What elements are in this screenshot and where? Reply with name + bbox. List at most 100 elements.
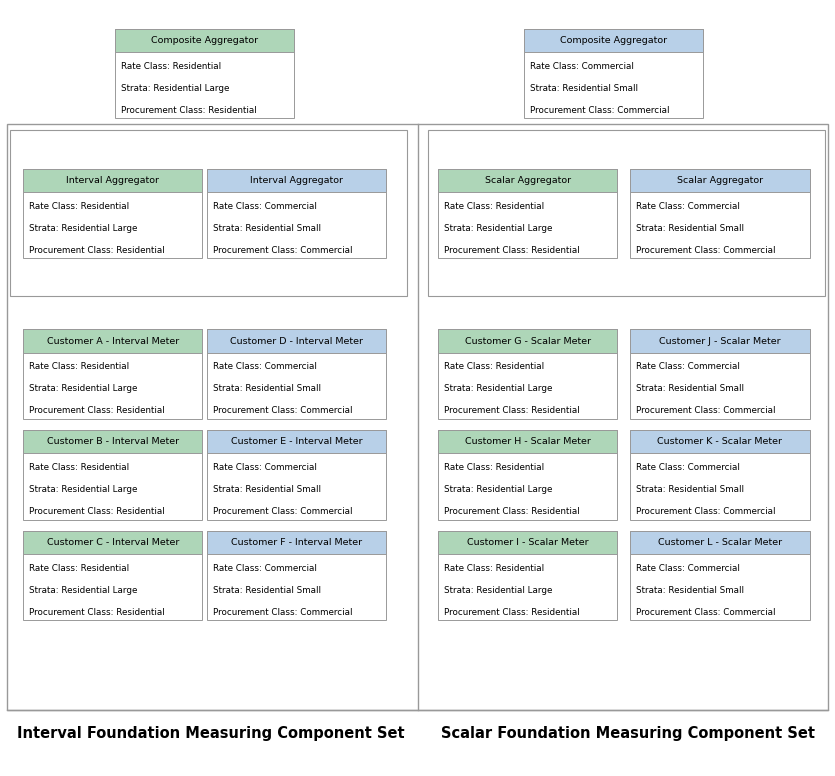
- FancyBboxPatch shape: [207, 430, 386, 520]
- Text: Customer A - Interval Meter: Customer A - Interval Meter: [47, 337, 179, 345]
- FancyBboxPatch shape: [207, 430, 386, 453]
- FancyBboxPatch shape: [207, 169, 386, 258]
- Text: Procurement Class: Commercial: Procurement Class: Commercial: [529, 106, 670, 115]
- Text: Strata: Residential Large: Strata: Residential Large: [29, 223, 137, 233]
- FancyBboxPatch shape: [23, 531, 202, 554]
- Text: Rate Class: Residential: Rate Class: Residential: [29, 463, 129, 473]
- FancyBboxPatch shape: [630, 329, 809, 352]
- Text: Customer C - Interval Meter: Customer C - Interval Meter: [47, 539, 179, 547]
- Text: Procurement Class: Commercial: Procurement Class: Commercial: [212, 407, 352, 415]
- FancyBboxPatch shape: [23, 329, 202, 352]
- FancyBboxPatch shape: [115, 29, 295, 119]
- FancyBboxPatch shape: [23, 531, 202, 621]
- FancyBboxPatch shape: [438, 169, 617, 258]
- Text: Rate Class: Commercial: Rate Class: Commercial: [636, 202, 740, 211]
- Text: Rate Class: Residential: Rate Class: Residential: [444, 202, 544, 211]
- FancyBboxPatch shape: [23, 169, 202, 192]
- Text: Strata: Residential Large: Strata: Residential Large: [121, 84, 229, 93]
- Text: Procurement Class: Residential: Procurement Class: Residential: [29, 508, 164, 516]
- FancyBboxPatch shape: [23, 430, 202, 520]
- Text: Rate Class: Residential: Rate Class: Residential: [29, 564, 129, 573]
- FancyBboxPatch shape: [524, 29, 703, 119]
- Text: Customer D - Interval Meter: Customer D - Interval Meter: [230, 337, 363, 345]
- FancyBboxPatch shape: [207, 169, 386, 192]
- Text: Interval Foundation Measuring Component Set: Interval Foundation Measuring Component …: [17, 726, 404, 741]
- Text: Scalar Foundation Measuring Component Set: Scalar Foundation Measuring Component Se…: [441, 726, 815, 741]
- Text: Strata: Residential Small: Strata: Residential Small: [636, 586, 744, 595]
- Text: Strata: Residential Large: Strata: Residential Large: [29, 485, 137, 494]
- Text: Customer B - Interval Meter: Customer B - Interval Meter: [47, 438, 179, 446]
- Text: Procurement Class: Commercial: Procurement Class: Commercial: [212, 246, 352, 255]
- Text: Strata: Residential Large: Strata: Residential Large: [444, 485, 552, 494]
- Text: Customer E - Interval Meter: Customer E - Interval Meter: [230, 438, 362, 446]
- Text: Customer F - Interval Meter: Customer F - Interval Meter: [230, 539, 362, 547]
- Text: Rate Class: Commercial: Rate Class: Commercial: [212, 564, 316, 573]
- Text: Strata: Residential Large: Strata: Residential Large: [444, 223, 552, 233]
- Text: Strata: Residential Small: Strata: Residential Small: [212, 586, 321, 595]
- FancyBboxPatch shape: [630, 531, 809, 621]
- FancyBboxPatch shape: [207, 329, 386, 419]
- Text: Interval Aggregator: Interval Aggregator: [250, 176, 343, 185]
- Text: Customer J - Scalar Meter: Customer J - Scalar Meter: [659, 337, 781, 345]
- Text: Procurement Class: Commercial: Procurement Class: Commercial: [636, 407, 776, 415]
- Text: Strata: Residential Large: Strata: Residential Large: [29, 586, 137, 595]
- Text: Procurement Class: Residential: Procurement Class: Residential: [444, 246, 579, 255]
- Text: Rate Class: Residential: Rate Class: Residential: [29, 202, 129, 211]
- FancyBboxPatch shape: [438, 430, 617, 520]
- Text: Strata: Residential Small: Strata: Residential Small: [636, 384, 744, 393]
- Text: Procurement Class: Residential: Procurement Class: Residential: [121, 106, 256, 115]
- FancyBboxPatch shape: [630, 430, 809, 453]
- Text: Rate Class: Residential: Rate Class: Residential: [444, 463, 544, 473]
- FancyBboxPatch shape: [7, 124, 828, 710]
- Text: Rate Class: Residential: Rate Class: Residential: [444, 564, 544, 573]
- FancyBboxPatch shape: [23, 430, 202, 453]
- FancyBboxPatch shape: [630, 531, 809, 554]
- Text: Customer L - Scalar Meter: Customer L - Scalar Meter: [658, 539, 782, 547]
- FancyBboxPatch shape: [10, 130, 407, 296]
- Text: Procurement Class: Commercial: Procurement Class: Commercial: [212, 508, 352, 516]
- Text: Rate Class: Commercial: Rate Class: Commercial: [636, 362, 740, 372]
- FancyBboxPatch shape: [438, 329, 617, 352]
- Text: Procurement Class: Commercial: Procurement Class: Commercial: [636, 508, 776, 516]
- FancyBboxPatch shape: [23, 169, 202, 258]
- Text: Strata: Residential Small: Strata: Residential Small: [636, 485, 744, 494]
- FancyBboxPatch shape: [438, 169, 617, 192]
- FancyBboxPatch shape: [630, 430, 809, 520]
- FancyBboxPatch shape: [428, 130, 825, 296]
- Text: Strata: Residential Large: Strata: Residential Large: [29, 384, 137, 393]
- Text: Scalar Aggregator: Scalar Aggregator: [676, 176, 763, 185]
- Text: Procurement Class: Residential: Procurement Class: Residential: [29, 608, 164, 617]
- Text: Rate Class: Commercial: Rate Class: Commercial: [212, 362, 316, 372]
- FancyBboxPatch shape: [630, 169, 809, 192]
- Text: Rate Class: Commercial: Rate Class: Commercial: [636, 463, 740, 473]
- FancyBboxPatch shape: [438, 329, 617, 419]
- Text: Strata: Residential Large: Strata: Residential Large: [444, 384, 552, 393]
- Text: Strata: Residential Small: Strata: Residential Small: [212, 384, 321, 393]
- Text: Procurement Class: Commercial: Procurement Class: Commercial: [636, 608, 776, 617]
- FancyBboxPatch shape: [438, 430, 617, 453]
- Text: Procurement Class: Commercial: Procurement Class: Commercial: [212, 608, 352, 617]
- Text: Procurement Class: Residential: Procurement Class: Residential: [444, 407, 579, 415]
- FancyBboxPatch shape: [630, 169, 809, 258]
- Text: Interval Aggregator: Interval Aggregator: [66, 176, 159, 185]
- Text: Procurement Class: Residential: Procurement Class: Residential: [29, 246, 164, 255]
- Text: Procurement Class: Commercial: Procurement Class: Commercial: [636, 246, 776, 255]
- Text: Procurement Class: Residential: Procurement Class: Residential: [29, 407, 164, 415]
- Text: Strata: Residential Small: Strata: Residential Small: [636, 223, 744, 233]
- FancyBboxPatch shape: [207, 531, 386, 554]
- FancyBboxPatch shape: [438, 531, 617, 621]
- Text: Rate Class: Commercial: Rate Class: Commercial: [212, 463, 316, 473]
- FancyBboxPatch shape: [207, 329, 386, 352]
- Text: Strata: Residential Small: Strata: Residential Small: [212, 223, 321, 233]
- Text: Rate Class: Residential: Rate Class: Residential: [121, 62, 220, 71]
- Text: Strata: Residential Small: Strata: Residential Small: [212, 485, 321, 494]
- Text: Customer I - Scalar Meter: Customer I - Scalar Meter: [467, 539, 589, 547]
- Text: Procurement Class: Residential: Procurement Class: Residential: [444, 508, 579, 516]
- Text: Composite Aggregator: Composite Aggregator: [560, 36, 667, 45]
- FancyBboxPatch shape: [438, 531, 617, 554]
- FancyBboxPatch shape: [23, 329, 202, 419]
- FancyBboxPatch shape: [524, 29, 703, 52]
- Text: Rate Class: Commercial: Rate Class: Commercial: [212, 202, 316, 211]
- Text: Procurement Class: Residential: Procurement Class: Residential: [444, 608, 579, 617]
- Text: Rate Class: Residential: Rate Class: Residential: [29, 362, 129, 372]
